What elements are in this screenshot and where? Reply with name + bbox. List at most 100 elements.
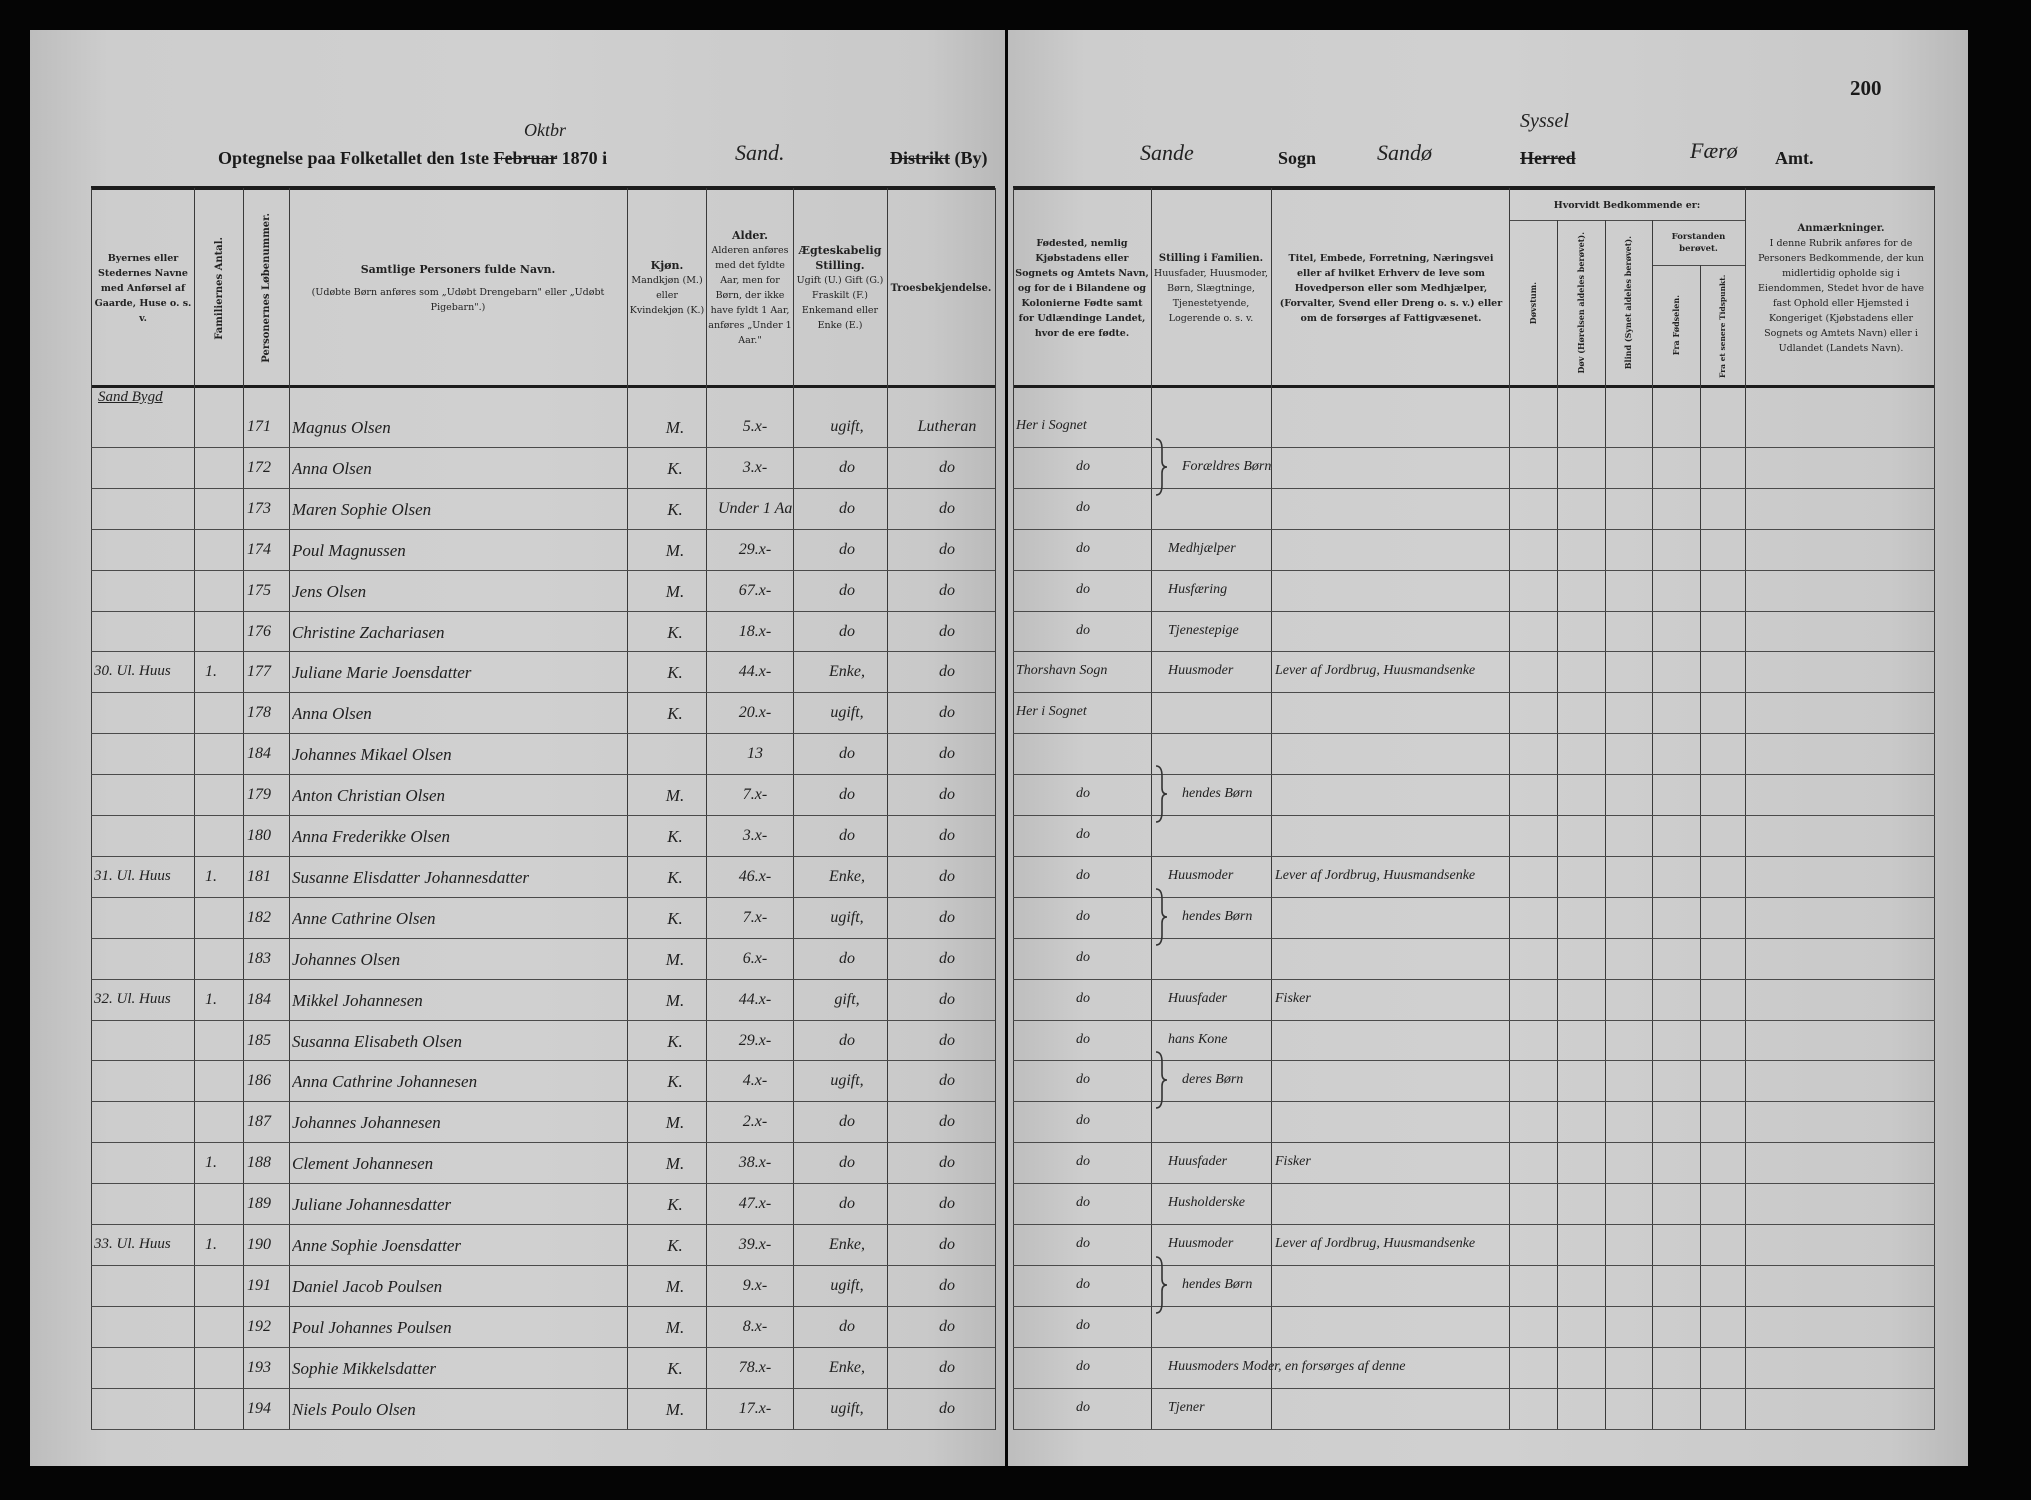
cell-position: Forældres Børn [1182,459,1272,474]
section-label: Sand Bygd [98,389,163,405]
row-line [1013,774,1935,775]
header-from-birth-text: Fra Fødselen. [1670,295,1681,356]
cell-sex: M. [665,582,685,601]
cell-religion: do [939,1318,955,1335]
cell-marital: do [839,745,855,762]
cell-place: 32. Ul. Huus [94,991,171,1007]
header-name-sub: (Udøbte Børn anføres som „Udøbt Drengeba… [311,286,605,313]
cell-religion: do [939,1400,955,1417]
header-name: Samtlige Personers fulde Navn. (Udøbte Bø… [300,192,616,384]
cell-religion: do [939,991,955,1008]
cell-birth: do [1076,868,1090,883]
header-blind: Blind (Synet aldeles berøvet). [1606,222,1651,384]
cell-religion: do [939,786,955,803]
cell-age: 8.x- [742,1318,768,1335]
cell-num: 192 [247,1318,271,1335]
cell-marital: ugift, [830,909,864,926]
brace-path [1155,765,1168,823]
cell-num: 184 [247,745,271,762]
header-birthplace: Fødested, nemlig Kjøbstadens eller Sogne… [1015,192,1149,384]
row-line [1013,1020,1935,1021]
cell-marital: do [839,1154,855,1171]
cell-num: 177 [247,663,271,680]
cell-name: Anton Christian Olsen [292,786,446,805]
header-religion-text: Troesbekjendelse. [890,282,992,294]
cell-marital: do [839,786,855,803]
cell-age: 20.x- [738,704,772,721]
row-line [91,774,995,775]
cell-birth: Thorshavn Sogn [1016,663,1108,678]
cell-sex: K. [667,500,683,519]
header-condition-text: Hvorvidt Bedkommende er: [1553,199,1701,211]
cell-position: Medhjælper [1168,541,1236,556]
header-birthplace-text: Fødested, nemlig Kjøbstadens eller Sogne… [1015,237,1149,339]
cell-name: Anna Olsen [292,704,372,723]
cell-place: 31. Ul. Huus [94,868,171,884]
cell-marital: Enke, [829,868,865,885]
cell-age: 78.x- [738,1359,772,1376]
row-line [91,1429,995,1430]
cell-birth: do [1076,909,1090,924]
row-line [1013,651,1935,652]
row-line [1013,447,1935,448]
cell-marital: do [839,459,855,476]
brace-path [1155,888,1168,946]
column-line [1509,188,1510,1430]
cell-religion: do [939,1236,955,1253]
header-position: Stilling i Familien. Huusfader, Huusmoder… [1153,192,1269,384]
cell-num: 186 [247,1072,271,1089]
cell-name: Daniel Jacob Poulsen [292,1277,443,1296]
cell-religion: do [939,1359,955,1376]
cell-position: deres Børn [1182,1072,1244,1087]
cell-name: Anne Sophie Joensdatter [292,1236,462,1255]
cell-birth: do [1076,1400,1090,1415]
header-place-text: Byernes eller Stedernes Navne med Anførs… [94,252,192,324]
cell-birth: do [1076,1318,1090,1333]
cell-position: hendes Børn [1182,1277,1253,1292]
brace-path [1155,1051,1168,1109]
row-line [1013,1347,1935,1348]
column-line [91,188,92,1430]
cell-num: 180 [247,827,271,844]
top-rule-right [1013,186,1935,190]
header-name-main: Samtlige Personers fulde Navn. [360,262,556,276]
cell-birth: do [1076,582,1090,597]
cell-position: hendes Børn [1182,909,1253,924]
header-marital-sub: Ugift (U.) Gift (G.) Fraskilt (F.) Enkem… [796,275,884,331]
header-rule-right [1013,385,1935,388]
cell-name: Susanna Elisabeth Olsen [292,1032,462,1051]
cell-marital: do [839,1195,855,1212]
cell-age: 39.x- [738,1236,772,1253]
cell-sex: K. [667,663,683,682]
cell-num: 174 [247,541,271,558]
herred-struck: Herred [1520,148,1576,168]
cell-birth: do [1076,623,1090,638]
cell-num: 185 [247,1032,271,1049]
cell-birth: do [1076,1359,1090,1374]
cell-num: 189 [247,1195,271,1212]
row-line [91,570,995,571]
census-year: 1870 i [561,148,608,168]
row-line [91,856,995,857]
cell-position: Huusmoder [1168,663,1234,678]
cell-name: Johannes Johannesen [292,1113,441,1132]
cell-birth: Her i Sognet [1016,704,1087,719]
brace-mark [1155,438,1168,496]
cell-name: Sophie Mikkelsdatter [292,1359,436,1378]
cell-name: Christine Zachariasen [292,623,445,642]
cell-sex: K. [667,868,683,887]
cell-num: 191 [247,1277,271,1294]
cell-age: 2.x- [742,1113,768,1130]
column-line [793,188,794,1430]
cell-birth: Her i Sognet [1016,418,1087,433]
cell-position: Huusmoder [1168,1236,1234,1251]
header-insane: Forstanden berøvet. [1653,222,1744,264]
cell-sex: M. [665,786,685,805]
cell-marital: do [839,541,855,558]
brace-path [1155,1256,1168,1314]
cell-sex: M. [665,541,685,560]
cell-sex: M. [665,1113,685,1132]
cell-religion: do [939,459,955,476]
row-line [91,1265,995,1266]
row-line [1013,979,1935,980]
